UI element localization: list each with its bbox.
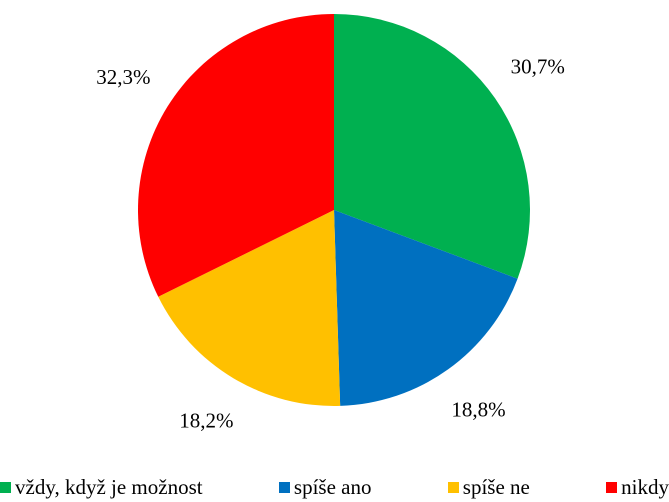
chart: 30,7% 18,8% 18,2% 32,3% [96, 14, 565, 432]
legend-swatch [0, 482, 11, 493]
legend-item: spíše ne [447, 475, 530, 500]
legend-item: spíše ano [278, 475, 372, 500]
legend: vždy, když je možnost spíše ano spíše ne ni… [0, 475, 669, 500]
pie-slice [334, 210, 518, 406]
data-label: 18,8% [451, 397, 505, 421]
legend-label: spíše ano [293, 475, 372, 499]
data-label: 30,7% [511, 54, 565, 78]
data-label: 32,3% [96, 65, 150, 89]
pie-slice [137, 14, 334, 297]
legend-swatch [278, 482, 290, 493]
pie-slice [334, 14, 530, 279]
legend-swatch [447, 482, 459, 493]
legend-swatch [606, 482, 618, 493]
legend-item: vždy, když je možnost [0, 475, 203, 500]
legend-label: nikdy [621, 475, 669, 499]
data-label: 18,2% [179, 408, 233, 432]
legend-label: spíše ne [462, 475, 530, 499]
legend-label: vždy, když je možnost [15, 475, 203, 499]
pie-slice [158, 210, 341, 406]
legend-item: nikdy [606, 475, 669, 500]
